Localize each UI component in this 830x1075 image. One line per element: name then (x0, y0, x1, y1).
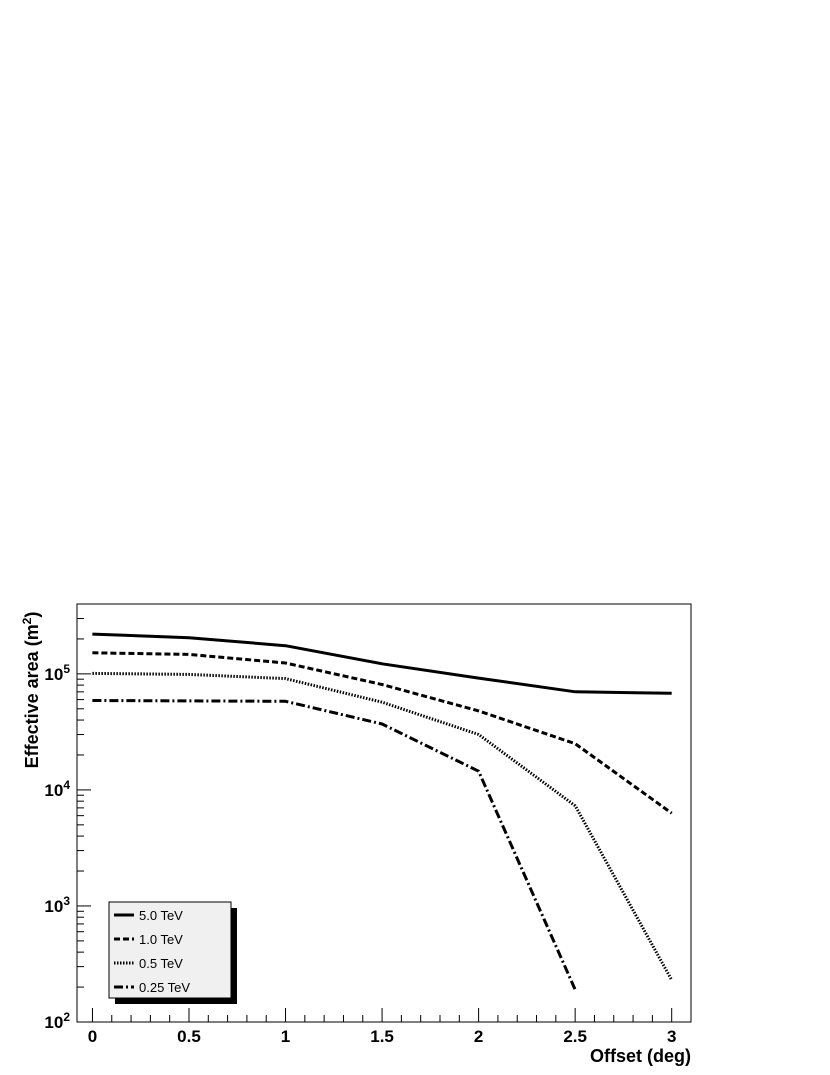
x-tick-label: 0.5 (177, 1027, 201, 1046)
plot-frame (76, 603, 692, 1023)
legend-entries: 5.0 TeV 1.0 TeV 0.5 TeV 0.25 TeV (114, 908, 190, 995)
x-tick-label: 2 (474, 1027, 483, 1046)
x-tick-labels: 0 0.5 1 1.5 2 2.5 3 (88, 1027, 677, 1046)
y-tick-label: 103 (44, 894, 70, 916)
legend-label: 1.0 TeV (139, 932, 183, 947)
x-tick-label: 3 (667, 1027, 676, 1046)
x-minor-ticks (111, 1015, 692, 1022)
y-axis-title-main: Effective area (m (22, 624, 42, 768)
y-axis-title-close: ) (22, 612, 42, 618)
y-tick-label: 105 (44, 662, 70, 684)
y-tick-label: 104 (44, 778, 70, 800)
x-tick-label: 2.5 (563, 1027, 587, 1046)
x-tick-label: 1 (281, 1027, 290, 1046)
series-line-1-0-tev (92, 651, 673, 815)
series-lines (92, 632, 674, 991)
legend-label: 0.25 TeV (139, 980, 190, 995)
series-line-5-0-tev (92, 632, 672, 695)
legend-label: 0.5 TeV (139, 956, 183, 971)
x-axis-title: Offset (deg) (590, 1046, 691, 1066)
y-tick-label: 102 (44, 1010, 70, 1032)
legend-label: 5.0 TeV (139, 908, 183, 923)
legend: 5.0 TeV 1.0 TeV 0.5 TeV 0.25 TeV (108, 901, 237, 1004)
series-line-0-5-tev (92, 671, 674, 981)
x-tick-label: 0 (88, 1027, 97, 1046)
x-major-ticks (91, 1008, 673, 1022)
legend-box (108, 901, 232, 999)
y-axis-title: Effective area (m2) (20, 612, 42, 769)
y-ticks (77, 603, 91, 1023)
y-tick-labels: 102 103 104 105 (44, 662, 70, 1032)
series-line-0-25-tev (92, 699, 577, 991)
y-axis-title-sup: 2 (20, 617, 34, 624)
x-tick-label: 1.5 (370, 1027, 394, 1046)
